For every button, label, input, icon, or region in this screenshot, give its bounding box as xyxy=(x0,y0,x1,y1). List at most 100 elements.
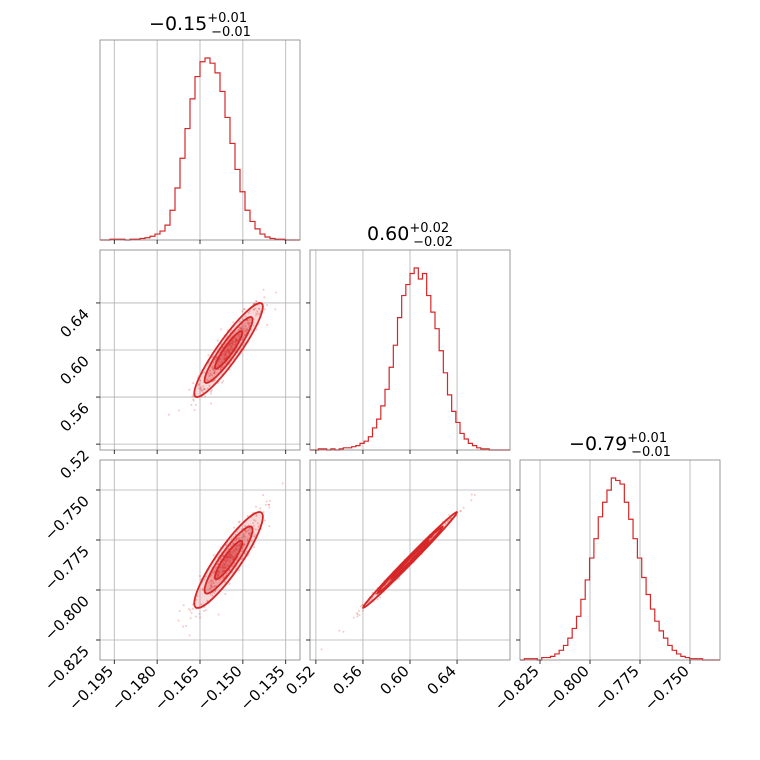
sample-point xyxy=(205,575,208,578)
sample-point xyxy=(216,339,219,342)
sample-point xyxy=(244,552,247,555)
sample-point xyxy=(459,510,462,513)
sample-point xyxy=(226,351,229,354)
sample-point xyxy=(200,388,203,391)
title-upper-error: +0.01 xyxy=(627,431,667,446)
sample-point xyxy=(225,556,228,559)
sample-point xyxy=(235,548,238,551)
sample-point xyxy=(240,325,243,328)
sample-point xyxy=(238,335,241,338)
panel-title-2: −0.79+0.01 −0.01 xyxy=(569,431,671,460)
sample-point xyxy=(221,564,224,567)
sample-point xyxy=(239,347,242,350)
sample-point xyxy=(214,569,217,572)
sample-point xyxy=(263,308,266,311)
sample-point xyxy=(252,521,255,524)
sample-point xyxy=(255,314,258,317)
sample-point xyxy=(252,524,255,527)
sample-point xyxy=(221,577,224,580)
sample-point xyxy=(252,535,255,538)
sample-point xyxy=(229,553,232,556)
sample-point xyxy=(376,598,379,601)
sample-point xyxy=(245,330,248,333)
y-tick-label: 0.52 xyxy=(56,446,92,482)
sample-point xyxy=(224,354,227,357)
sample-point xyxy=(217,573,220,576)
sample-point xyxy=(229,345,232,348)
sample-point xyxy=(356,613,359,616)
sample-point xyxy=(230,344,233,347)
sample-point xyxy=(209,392,212,395)
sample-point xyxy=(226,361,229,364)
sample-point xyxy=(226,557,229,560)
sample-point xyxy=(209,587,212,590)
sample-point xyxy=(229,362,232,365)
sample-point xyxy=(356,615,359,618)
sample-point xyxy=(224,566,227,569)
sample-point xyxy=(246,319,249,322)
sample-point xyxy=(255,515,258,518)
sample-point xyxy=(199,387,202,390)
sample-point xyxy=(212,554,215,557)
sample-point xyxy=(459,509,462,512)
panel-title-0: −0.15+0.01 −0.01 xyxy=(149,11,251,40)
sample-point xyxy=(232,526,235,529)
x-tick-label: 0.64 xyxy=(424,662,460,698)
sample-point xyxy=(250,540,253,543)
sample-point xyxy=(224,357,227,360)
sample-point xyxy=(243,536,246,539)
sample-point xyxy=(232,343,235,346)
sample-point xyxy=(230,553,233,556)
sample-point xyxy=(243,308,246,311)
sample-point xyxy=(274,308,277,311)
sample-point xyxy=(240,536,243,539)
sample-point xyxy=(222,353,225,356)
sample-point xyxy=(232,557,235,560)
sample-point xyxy=(205,378,208,381)
sample-point xyxy=(231,347,234,350)
sample-point xyxy=(235,538,238,541)
sample-point xyxy=(212,368,215,371)
title-lower-error: −0.02 xyxy=(413,235,453,250)
sample-point xyxy=(233,540,236,543)
sample-point xyxy=(234,547,237,550)
sample-point xyxy=(242,327,245,330)
sample-point xyxy=(248,533,251,536)
sample-point xyxy=(194,615,197,618)
sample-point xyxy=(268,525,271,528)
sample-point xyxy=(255,328,258,331)
title-value: −0.79 xyxy=(569,433,627,455)
sample-point xyxy=(224,557,227,560)
sample-point xyxy=(446,520,449,523)
scatter-panel-1-2 xyxy=(309,459,511,661)
sample-point xyxy=(221,566,224,569)
sample-point xyxy=(223,564,226,567)
sample-point xyxy=(257,525,260,528)
histogram-0 xyxy=(100,57,300,241)
sample-point xyxy=(224,357,227,360)
sample-point xyxy=(228,556,231,559)
sample-point xyxy=(232,550,235,553)
sample-point xyxy=(220,354,223,357)
sample-point xyxy=(210,373,213,376)
sample-point xyxy=(237,329,240,332)
sample-point xyxy=(225,355,228,358)
sample-point xyxy=(231,542,234,545)
sample-point xyxy=(241,337,244,340)
sample-point xyxy=(447,519,450,522)
sample-point xyxy=(230,537,233,540)
sample-point xyxy=(222,566,225,569)
sample-point xyxy=(361,609,364,612)
sample-point xyxy=(255,300,258,303)
sample-point xyxy=(228,582,231,585)
sample-point xyxy=(231,551,234,554)
sample-point xyxy=(243,329,246,332)
sample-point xyxy=(444,523,447,526)
sample-point xyxy=(211,365,214,368)
sample-point xyxy=(208,587,211,590)
sample-point xyxy=(237,538,240,541)
sample-point xyxy=(243,534,246,537)
sample-point xyxy=(254,300,257,303)
sample-point xyxy=(254,528,257,531)
sample-point xyxy=(244,530,247,533)
